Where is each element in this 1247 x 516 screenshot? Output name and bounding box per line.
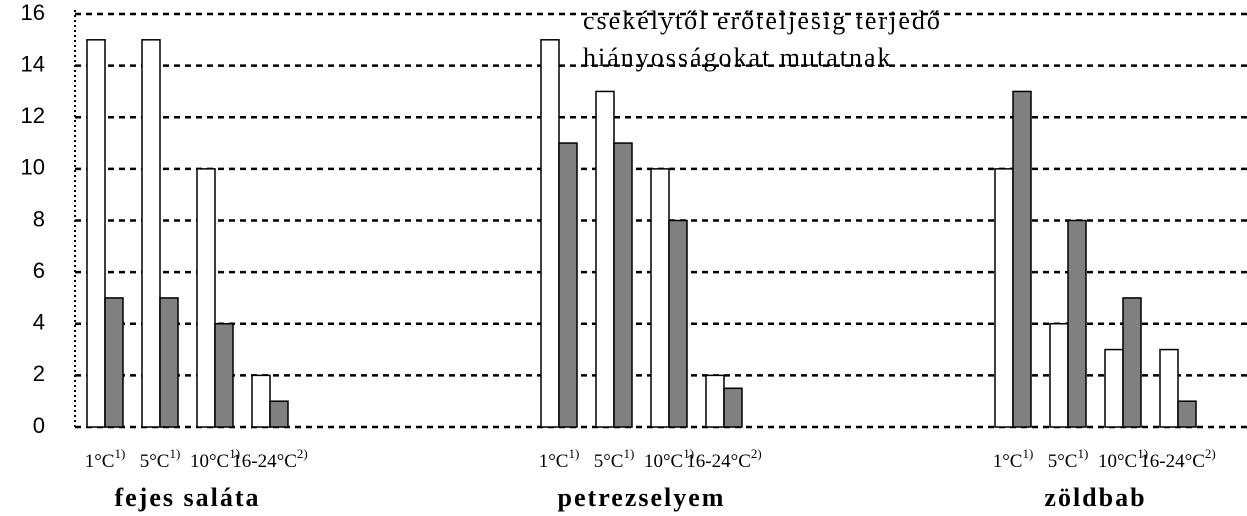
footnote: 2) xyxy=(751,446,762,461)
y-tick-label: 10 xyxy=(21,155,45,180)
group-label: zöldbab xyxy=(1044,483,1146,512)
category: 16-24°C xyxy=(232,451,297,472)
x-tick-label: 1°C1) xyxy=(993,446,1034,472)
category: 5°C xyxy=(594,451,624,472)
y-tick-label: 12 xyxy=(21,103,45,128)
bar xyxy=(613,142,633,428)
x-tick-label: 5°C1) xyxy=(594,446,635,472)
category: 5°C xyxy=(140,451,170,472)
bar xyxy=(159,297,179,428)
x-tick-label: 16-24°C2) xyxy=(686,446,761,472)
y-tick-label: 8 xyxy=(33,206,45,231)
bar xyxy=(251,374,271,428)
footnote: 2) xyxy=(297,446,308,461)
bar xyxy=(141,39,161,428)
footnote: 1) xyxy=(229,446,240,461)
category: 10°C xyxy=(190,451,229,472)
annotation: csekélytől erőteljesig terjedő xyxy=(583,6,942,35)
group-label: fejes saláta xyxy=(114,483,260,512)
category: 10°C xyxy=(644,451,683,472)
x-tick-label: 5°C1) xyxy=(140,446,181,472)
footnote: 1) xyxy=(1022,446,1033,461)
footnote: 2) xyxy=(1205,446,1216,461)
footnote: 1) xyxy=(114,446,125,461)
x-tick-label: 16-24°C2) xyxy=(1140,446,1215,472)
bar xyxy=(104,297,124,428)
group-label: petrezselyem xyxy=(558,483,726,512)
x-tick-label: 1°C1) xyxy=(539,446,580,472)
footnote: 1) xyxy=(1077,446,1088,461)
category: 16-24°C xyxy=(1140,451,1205,472)
bar xyxy=(540,39,560,428)
category: 16-24°C xyxy=(686,451,751,472)
category: 1°C xyxy=(993,451,1023,472)
bar xyxy=(1177,400,1197,428)
bar xyxy=(1012,90,1032,428)
y-tick-label: 6 xyxy=(33,258,45,283)
x-tick-label: 1°C1) xyxy=(85,446,126,472)
footnote: 1) xyxy=(568,446,579,461)
y-tick-label: 0 xyxy=(33,413,45,438)
footnote: 1) xyxy=(1137,446,1148,461)
bar xyxy=(668,219,688,428)
bar xyxy=(1159,348,1179,428)
bar xyxy=(214,323,234,428)
x-tick-label: 10°C1) xyxy=(1098,446,1148,472)
bar xyxy=(705,374,725,428)
footnote: 1) xyxy=(623,446,634,461)
y-tick-label: 16 xyxy=(21,0,45,25)
y-tick-label: 4 xyxy=(33,310,45,335)
bar xyxy=(1049,323,1069,428)
x-tick-label: 10°C1) xyxy=(190,446,240,472)
bar xyxy=(1122,297,1142,428)
x-tick-label: 16-24°C2) xyxy=(232,446,307,472)
bar xyxy=(86,39,106,428)
category: 1°C xyxy=(539,451,569,472)
y-tick-label: 14 xyxy=(21,51,45,76)
bar xyxy=(650,168,670,428)
y-tick-label: 2 xyxy=(33,361,45,386)
footnote: 1) xyxy=(169,446,180,461)
bar xyxy=(1067,219,1087,428)
bar xyxy=(558,142,578,428)
bar xyxy=(269,400,289,428)
x-tick-label: 5°C1) xyxy=(1048,446,1089,472)
category: 1°C xyxy=(85,451,115,472)
bar xyxy=(723,387,743,428)
bar xyxy=(595,90,615,428)
annotation: hiányosságokat mutatnak xyxy=(583,43,893,72)
bar xyxy=(196,168,216,428)
x-tick-label: 10°C1) xyxy=(644,446,694,472)
footnote: 1) xyxy=(683,446,694,461)
category: 5°C xyxy=(1048,451,1078,472)
bar xyxy=(1104,348,1124,428)
category: 10°C xyxy=(1098,451,1137,472)
bar xyxy=(994,168,1014,428)
